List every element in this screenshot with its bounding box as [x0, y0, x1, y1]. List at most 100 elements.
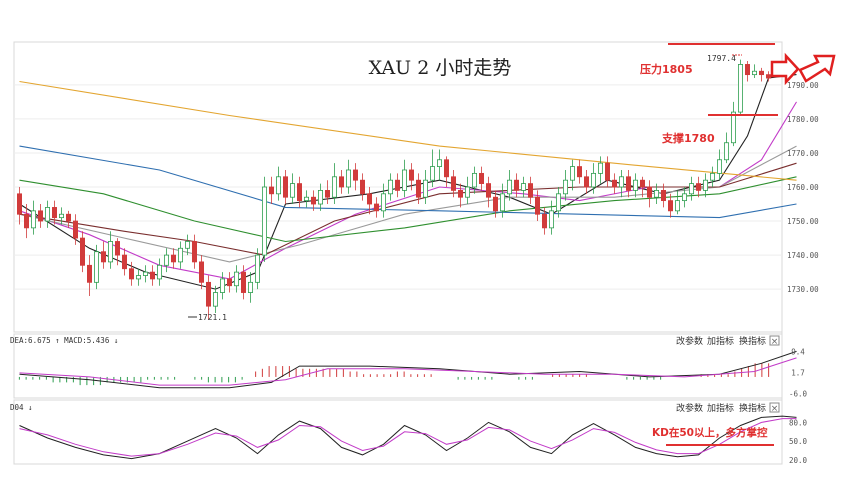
candle	[59, 207, 65, 225]
macd-close-box[interactable]	[769, 335, 780, 346]
candle	[177, 241, 183, 269]
double-arrow-icon-left	[770, 52, 800, 86]
macd-switch-indicator-button[interactable]: 换指标	[739, 335, 766, 347]
candle	[45, 200, 51, 228]
candle	[338, 169, 344, 194]
macd-axis-labels: 9.4 1.7 -6.0	[789, 347, 808, 398]
kd-header: D04 ↓	[10, 403, 33, 412]
double-arrow-icon-right	[798, 54, 836, 83]
kd-tick-label: 80.0	[789, 418, 808, 427]
candle	[724, 132, 730, 164]
candle	[122, 248, 128, 276]
candle	[415, 173, 421, 205]
candle	[626, 169, 632, 198]
candle	[492, 190, 498, 218]
candle	[87, 255, 93, 296]
resistance-label: 压力1805	[640, 62, 693, 76]
candle	[640, 176, 646, 198]
candle	[584, 169, 590, 194]
candle	[457, 183, 463, 208]
macd-edit-params-button[interactable]: 改参数	[676, 335, 703, 347]
kd-close-box[interactable]	[769, 402, 780, 413]
candle	[156, 258, 162, 286]
macd-tick-label: -6.0	[789, 389, 808, 398]
candle	[710, 166, 716, 187]
kd-note: KD在50以上，多方掌控	[652, 426, 768, 439]
candlesticks	[16, 59, 772, 320]
candle	[696, 176, 702, 198]
candle	[422, 169, 428, 205]
candle	[738, 59, 744, 116]
candle	[464, 176, 470, 205]
candle	[142, 265, 148, 283]
candle	[247, 272, 253, 303]
candle	[647, 180, 653, 208]
candle	[563, 169, 569, 201]
candle	[212, 285, 218, 313]
kd-edit-params-button[interactable]: 改参数	[676, 402, 703, 414]
macd-add-indicator-button[interactable]: 加指标	[707, 335, 734, 347]
moving-average-line-5	[19, 145, 797, 219]
candle	[514, 173, 520, 198]
price-tick-label: 1750.00	[787, 217, 819, 226]
price-axis-labels: 1790.00 1780.00 1770.00 1760.00 1750.00 1740.…	[787, 81, 819, 294]
candle	[101, 241, 107, 269]
candle	[38, 204, 44, 228]
kd-close-icon: ×	[771, 404, 779, 414]
candle	[478, 166, 484, 191]
macd-layer	[18, 350, 797, 389]
candle	[654, 183, 660, 205]
macd-tick-label: 9.4	[791, 347, 805, 356]
candle	[163, 248, 169, 273]
candle	[612, 173, 618, 194]
candle	[149, 265, 155, 286]
moving-average-line-3	[19, 162, 797, 256]
kd-tick-label: 50.0	[789, 437, 808, 446]
chart-title: XAU 2 小时走势	[369, 57, 512, 79]
candle	[135, 268, 141, 286]
kd-panel-buttons: 改参数 加指标 换指标 ×	[676, 402, 780, 414]
macd-header: DEA:6.675 ↑ MACD:5.436 ↓	[10, 336, 118, 345]
candle	[219, 272, 225, 300]
candle	[289, 173, 295, 205]
candle	[598, 156, 604, 184]
candle	[745, 61, 751, 82]
candle	[675, 190, 681, 215]
candle	[373, 197, 379, 218]
candle	[324, 180, 330, 205]
candle	[331, 163, 337, 205]
price-tick-label: 1790.00	[787, 81, 819, 90]
candle	[436, 149, 442, 181]
kd-add-indicator-button[interactable]: 加指标	[707, 402, 734, 414]
candle	[401, 159, 407, 198]
candle	[471, 166, 477, 194]
candle	[689, 176, 695, 201]
candle	[205, 275, 211, 320]
candle	[485, 176, 491, 208]
candle	[668, 193, 674, 218]
candle	[394, 173, 400, 198]
candle	[352, 163, 358, 191]
candle	[345, 159, 351, 194]
kd-d-line	[19, 418, 797, 457]
candle	[30, 200, 36, 235]
candle	[108, 231, 114, 269]
macd-dea-line	[19, 357, 797, 386]
candle	[499, 183, 505, 218]
price-tick-label: 1780.00	[787, 115, 819, 124]
kd-k-line	[19, 415, 797, 460]
price-tick-label: 1740.00	[787, 251, 819, 260]
kd-switch-indicator-button[interactable]: 换指标	[739, 402, 766, 414]
candle	[408, 163, 414, 191]
candle	[387, 173, 393, 201]
kd-tick-label: 20.0	[789, 456, 808, 465]
candle	[535, 190, 541, 222]
candle	[752, 64, 758, 79]
candle	[240, 265, 246, 300]
candle	[310, 190, 316, 211]
candle	[731, 101, 737, 147]
candle	[52, 200, 58, 225]
candle	[73, 214, 79, 245]
candle	[619, 169, 625, 198]
